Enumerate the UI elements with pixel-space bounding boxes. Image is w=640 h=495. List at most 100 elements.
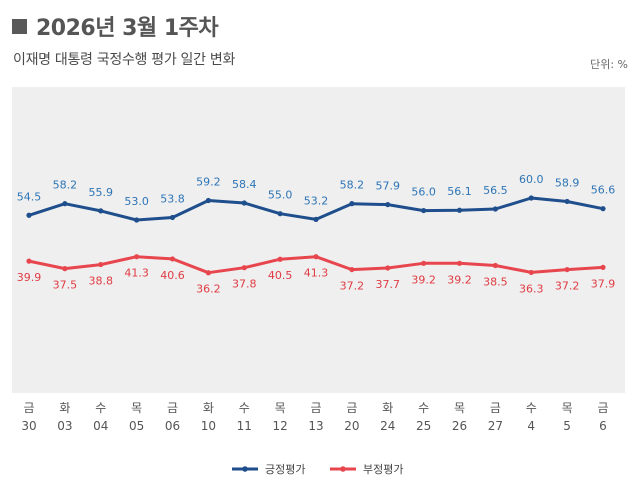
negative-point	[26, 258, 32, 264]
positive-point	[98, 208, 104, 214]
x-tick-day-label: 금	[310, 401, 321, 415]
negative-data-label: 37.2	[555, 280, 580, 293]
negative-data-label: 37.7	[376, 278, 401, 291]
positive-point	[169, 214, 176, 221]
positive-data-label: 58.9	[555, 176, 580, 189]
x-tick-date-label: 06	[165, 419, 180, 433]
positive-data-label: 60.0	[519, 173, 544, 186]
positive-point	[492, 206, 498, 212]
legend-negative-marker-icon	[340, 466, 346, 472]
negative-point	[98, 261, 104, 268]
x-tick-date-label: 6	[599, 419, 607, 433]
x-tick-day-label: 목	[131, 401, 142, 415]
negative-point	[600, 264, 606, 270]
negative-point	[62, 266, 68, 272]
legend-positive-marker-icon	[242, 466, 248, 472]
negative-point	[421, 260, 427, 266]
negative-point	[169, 256, 176, 262]
negative-point	[349, 266, 355, 273]
negative-data-label: 36.3	[519, 282, 544, 295]
positive-data-label: 53.2	[304, 194, 329, 207]
x-tick-day-label: 금	[167, 401, 178, 415]
negative-data-label: 39.2	[447, 273, 472, 286]
x-tick-date-label: 24	[380, 419, 395, 433]
positive-point	[134, 217, 140, 223]
x-tick-date-label: 13	[308, 419, 323, 433]
title-row: 2026년 3월 1주차	[12, 10, 219, 42]
positive-data-label: 56.1	[447, 185, 472, 198]
x-tick-date-label: 03	[57, 419, 72, 433]
positive-point	[241, 200, 247, 206]
plot-area	[12, 87, 625, 393]
positive-data-label: 55.9	[89, 186, 114, 199]
positive-data-label: 53.0	[124, 195, 149, 208]
x-tick-date-label: 04	[93, 419, 108, 433]
x-tick-date-label: 30	[21, 419, 36, 433]
x-tick-day-label: 금	[597, 401, 608, 415]
negative-point	[241, 265, 247, 271]
positive-point	[26, 212, 32, 218]
positive-point	[313, 216, 319, 222]
x-tick-date-label: 05	[129, 419, 144, 433]
x-tick-day-label: 수	[239, 401, 250, 415]
negative-data-label: 40.5	[268, 269, 293, 282]
positive-point	[528, 195, 534, 201]
x-tick-day-label: 금	[23, 401, 34, 415]
x-tick-date-label: 11	[237, 419, 252, 433]
positive-data-label: 58.4	[232, 178, 257, 191]
x-tick-day-label: 목	[275, 401, 286, 415]
positive-data-label: 58.2	[340, 179, 365, 192]
legend: 긍정평가 부정평가	[232, 463, 403, 476]
x-tick-day-label: 목	[454, 401, 465, 415]
negative-data-label: 37.2	[340, 280, 365, 293]
series-layer: 54.5 58.2 55.9 53.0 53.8 59.2 58.4 55.0 53.2 58.2…	[17, 173, 616, 296]
positive-data-label: 53.8	[160, 192, 185, 205]
negative-point	[492, 262, 498, 269]
negative-data-label: 41.3	[304, 267, 329, 280]
negative-data-label: 39.9	[17, 271, 42, 284]
positive-point	[421, 207, 427, 214]
x-tick-date-label: 5	[563, 419, 571, 433]
x-tick-date-label: 4	[527, 419, 535, 433]
x-tick-day-label: 화	[203, 401, 214, 415]
page-title: 2026년 3월 1주차	[36, 16, 219, 41]
x-tick-date-label: 26	[452, 419, 467, 433]
x-tick-day-label: 목	[562, 401, 573, 415]
negative-point	[205, 270, 211, 276]
negative-point	[277, 256, 283, 262]
x-tick-date-label: 25	[416, 419, 431, 433]
negative-data-label: 39.2	[411, 273, 436, 286]
positive-point	[600, 206, 606, 212]
legend-negative-label: 부정평가	[363, 463, 403, 476]
chart-subtitle: 이재명 대통령 국정수행 평가 일간 변화	[13, 52, 236, 68]
positive-point	[349, 201, 355, 207]
title-square-icon	[12, 18, 27, 34]
x-tick-day-label: 금	[346, 401, 357, 415]
positive-point	[205, 197, 211, 204]
negative-point	[564, 266, 570, 273]
x-tick-date-label: 12	[272, 419, 287, 433]
negative-data-label: 36.2	[196, 283, 221, 296]
positive-data-label: 56.5	[483, 184, 508, 197]
positive-data-label: 54.5	[17, 190, 42, 203]
negative-data-label: 38.8	[89, 275, 114, 288]
negative-data-label: 38.5	[483, 276, 508, 289]
x-axis: 금 30 화 03 수 04 목 05 금 06 화 10 수 11 목 12 금 13 금 20 화 24 수 25 목 26 금…	[21, 401, 608, 433]
negative-point	[456, 260, 463, 266]
negative-point	[385, 265, 391, 271]
x-tick-date-label: 27	[488, 419, 503, 433]
negative-data-label: 37.8	[232, 278, 257, 291]
x-tick-day-label: 수	[418, 401, 429, 415]
negative-data-label: 37.5	[53, 279, 78, 292]
positive-data-label: 56.0	[411, 186, 436, 199]
negative-point	[134, 254, 140, 260]
x-tick-day-label: 수	[95, 401, 106, 415]
legend-positive-label: 긍정평가	[265, 463, 305, 476]
positive-point	[456, 207, 463, 213]
negative-data-label: 37.9	[591, 277, 616, 290]
negative-data-label: 41.3	[124, 267, 149, 280]
positive-data-label: 57.9	[376, 180, 401, 193]
positive-point	[564, 198, 570, 205]
positive-data-label: 58.2	[53, 179, 78, 192]
